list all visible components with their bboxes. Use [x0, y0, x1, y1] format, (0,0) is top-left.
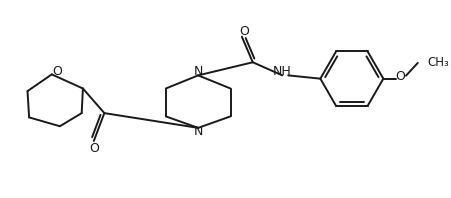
Text: O: O: [238, 25, 248, 38]
Text: O: O: [53, 65, 63, 78]
Text: CH₃: CH₃: [427, 56, 448, 69]
Text: NH: NH: [272, 65, 291, 78]
Text: O: O: [89, 142, 99, 155]
Text: N: N: [193, 65, 202, 78]
Text: N: N: [193, 125, 202, 138]
Text: O: O: [394, 70, 404, 83]
